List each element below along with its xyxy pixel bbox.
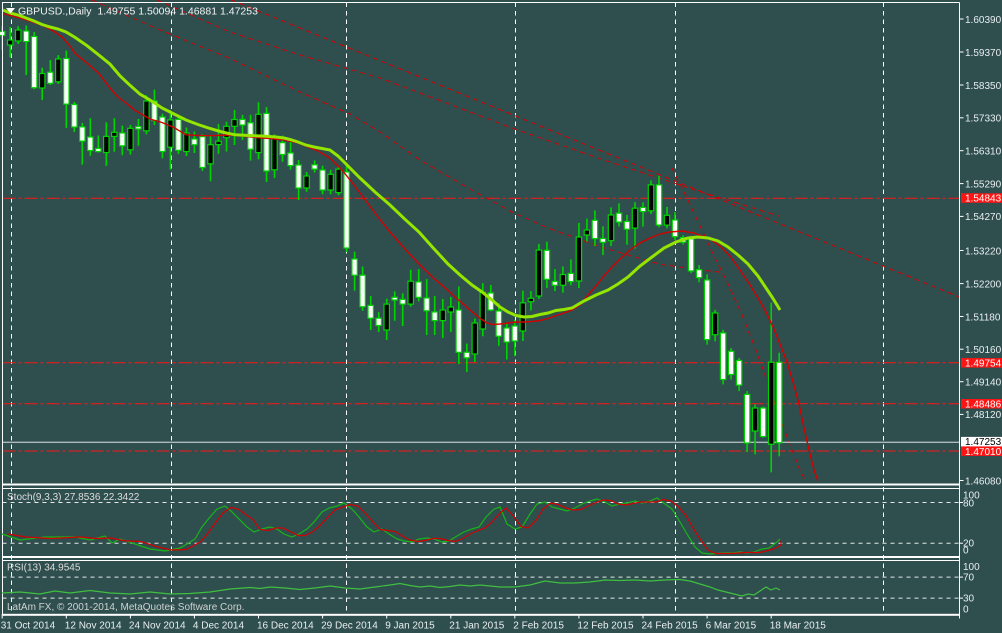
svg-text:1.49140: 1.49140 (965, 378, 1002, 389)
svg-text:RSI(13) 34.9545: RSI(13) 34.9545 (7, 563, 81, 574)
svg-text:1.51180: 1.51180 (965, 312, 1001, 323)
svg-text:18 Mar 2015: 18 Mar 2015 (770, 621, 827, 632)
svg-text:1.48486: 1.48486 (965, 399, 1002, 410)
svg-text:1.54843: 1.54843 (965, 194, 1002, 205)
svg-text:1.52200: 1.52200 (965, 279, 1002, 290)
svg-text:0: 0 (963, 545, 969, 556)
svg-text:31 Oct 2014: 31 Oct 2014 (1, 621, 56, 632)
svg-text:24 Nov 2014: 24 Nov 2014 (129, 621, 186, 632)
svg-text:12 Nov 2014: 12 Nov 2014 (65, 621, 122, 632)
svg-text:1.57330: 1.57330 (965, 114, 1002, 125)
svg-text:12 Feb 2015: 12 Feb 2015 (577, 621, 634, 632)
svg-text:Stoch(9,3,3) 27.8536 22.3422: Stoch(9,3,3) 27.8536 22.3422 (7, 492, 140, 503)
svg-text:1.47253: 1.47253 (965, 437, 1002, 448)
svg-text:2 Feb 2015: 2 Feb 2015 (513, 621, 564, 632)
svg-text:6 Mar 2015: 6 Mar 2015 (706, 621, 757, 632)
svg-text:4 Dec 2014: 4 Dec 2014 (193, 621, 245, 632)
svg-text:16 Dec 2014: 16 Dec 2014 (257, 621, 314, 632)
svg-text:1.53220: 1.53220 (965, 246, 1002, 257)
svg-text:LatAm FX, © 2001-2014, MetaQuo: LatAm FX, © 2001-2014, MetaQuotes Softwa… (7, 602, 245, 613)
svg-text:9 Jan 2015: 9 Jan 2015 (385, 621, 435, 632)
svg-text:80: 80 (963, 499, 975, 510)
svg-text:1.50160: 1.50160 (965, 345, 1002, 356)
svg-text:1.46080: 1.46080 (965, 476, 1002, 487)
svg-text:1.58350: 1.58350 (965, 81, 1002, 92)
svg-text:1.48120: 1.48120 (965, 410, 1002, 421)
svg-text:20: 20 (963, 538, 975, 549)
svg-text:1.47010: 1.47010 (965, 447, 1002, 458)
svg-text:1.55290: 1.55290 (965, 179, 1002, 190)
svg-text:0: 0 (963, 604, 969, 615)
svg-text:100: 100 (963, 562, 980, 573)
svg-text:1.49754: 1.49754 (965, 359, 1002, 370)
svg-text:30: 30 (963, 594, 975, 605)
svg-text:GBPUSD.,Daily 1.49755 1.50094: GBPUSD.,Daily 1.49755 1.50094 1.46881 1.… (18, 6, 258, 18)
svg-text:29 Dec 2014: 29 Dec 2014 (321, 621, 378, 632)
svg-text:70: 70 (963, 573, 975, 584)
svg-text:1.60390: 1.60390 (965, 15, 1002, 26)
svg-text:1.59370: 1.59370 (965, 48, 1002, 59)
svg-text:1.56310: 1.56310 (965, 147, 1002, 158)
svg-text:21 Jan 2015: 21 Jan 2015 (449, 621, 504, 632)
svg-text:24 Feb 2015: 24 Feb 2015 (642, 621, 699, 632)
svg-text:100: 100 (963, 490, 980, 501)
svg-text:1.54270: 1.54270 (965, 212, 1002, 223)
